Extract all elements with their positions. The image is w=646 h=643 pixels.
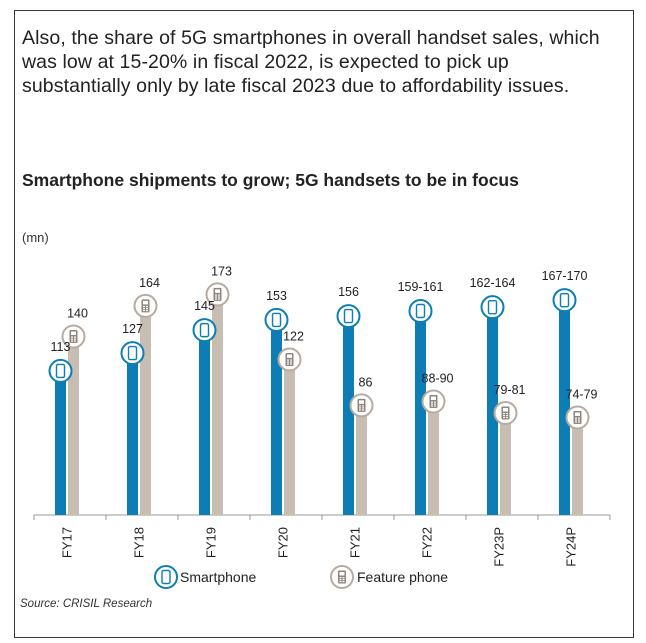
smartphone-bar [415, 311, 426, 515]
smartphone-bar [487, 307, 498, 515]
smartphone-value-label: 156 [338, 285, 359, 299]
source-note: Source: CRISIL Research [20, 598, 153, 610]
feature-phone-bar [500, 413, 511, 515]
smartphone-icon [408, 299, 433, 323]
feature-phone-bar [68, 336, 79, 515]
legend-feature-phone-label: Feature phone [357, 569, 448, 585]
x-tick-label: FY21 [347, 527, 362, 558]
smartphone-value-label: 167-170 [542, 269, 588, 283]
intro-paragraph: Also, the share of 5G smartphones in ove… [22, 27, 600, 97]
feature-phone-icon [205, 282, 230, 307]
y-axis-unit-label: (mn) [22, 230, 49, 245]
feature-phone-bar [140, 305, 151, 515]
feature-phone-icon [421, 389, 446, 414]
x-tick-label: FY18 [131, 527, 146, 558]
feature-phone-icon [277, 347, 302, 372]
smartphone-value-label: 113 [51, 340, 71, 354]
x-tick-label: FY19 [203, 527, 218, 558]
smartphone-bar [127, 353, 138, 515]
smartphone-value-label: 153 [266, 289, 287, 303]
chart-panel [14, 10, 634, 638]
smartphone-bar [271, 319, 282, 515]
smartphone-bar [559, 300, 570, 515]
feature-phone-bar [356, 405, 367, 515]
feature-phone-icon [565, 405, 590, 430]
smartphone-icon [264, 307, 289, 332]
x-tick-label: FY24P [563, 527, 578, 567]
x-tick-label: FY20 [275, 527, 290, 558]
x-tick-label: FY17 [59, 527, 74, 558]
x-tick-label: FY22 [419, 527, 434, 558]
feature-phone-icon [349, 393, 374, 418]
smartphone-bar [199, 330, 210, 515]
feature-phone-value-label: 140 [67, 307, 88, 321]
legend-smartphone-label: Smartphone [180, 569, 256, 585]
feature-phone-value-label: 79-81 [494, 383, 526, 397]
smartphone-value-label: 145 [194, 299, 215, 313]
feature-phone-bar [428, 401, 439, 515]
smartphone-icon [480, 295, 505, 320]
smartphone-icon [192, 318, 217, 343]
x-tick-label: FY23P [491, 527, 506, 567]
smartphone-bar [343, 316, 354, 515]
feature-phone-bar [572, 417, 583, 515]
smartphone-value-label: 159-161 [398, 280, 444, 294]
feature-phone-value-label: 164 [139, 276, 160, 290]
smartphone-bar [55, 370, 66, 515]
feature-phone-bar [212, 294, 223, 515]
smartphone-icon [336, 304, 361, 329]
smartphone-value-label: 162-164 [470, 276, 516, 290]
feature-phone-value-label: 122 [283, 329, 304, 343]
feature-phone-value-label: 173 [211, 264, 232, 278]
feature-phone-icon [61, 324, 86, 349]
feature-phone-value-label: 74-79 [566, 387, 598, 401]
feature-phone-icon [133, 293, 158, 318]
legend-feature-phone-icon [330, 565, 354, 589]
feature-phone-value-label: 88-90 [422, 372, 454, 386]
smartphone-icon [120, 341, 145, 366]
feature-phone-value-label: 86 [359, 375, 373, 389]
smartphone-icon [48, 358, 73, 383]
legend-smartphone-icon [154, 565, 178, 589]
smartphone-icon [552, 288, 577, 313]
feature-phone-bar [284, 359, 295, 515]
feature-phone-icon [493, 401, 518, 425]
smartphone-value-label: 127 [122, 322, 143, 336]
chart-title: Smartphone shipments to grow; 5G handset… [22, 170, 519, 190]
